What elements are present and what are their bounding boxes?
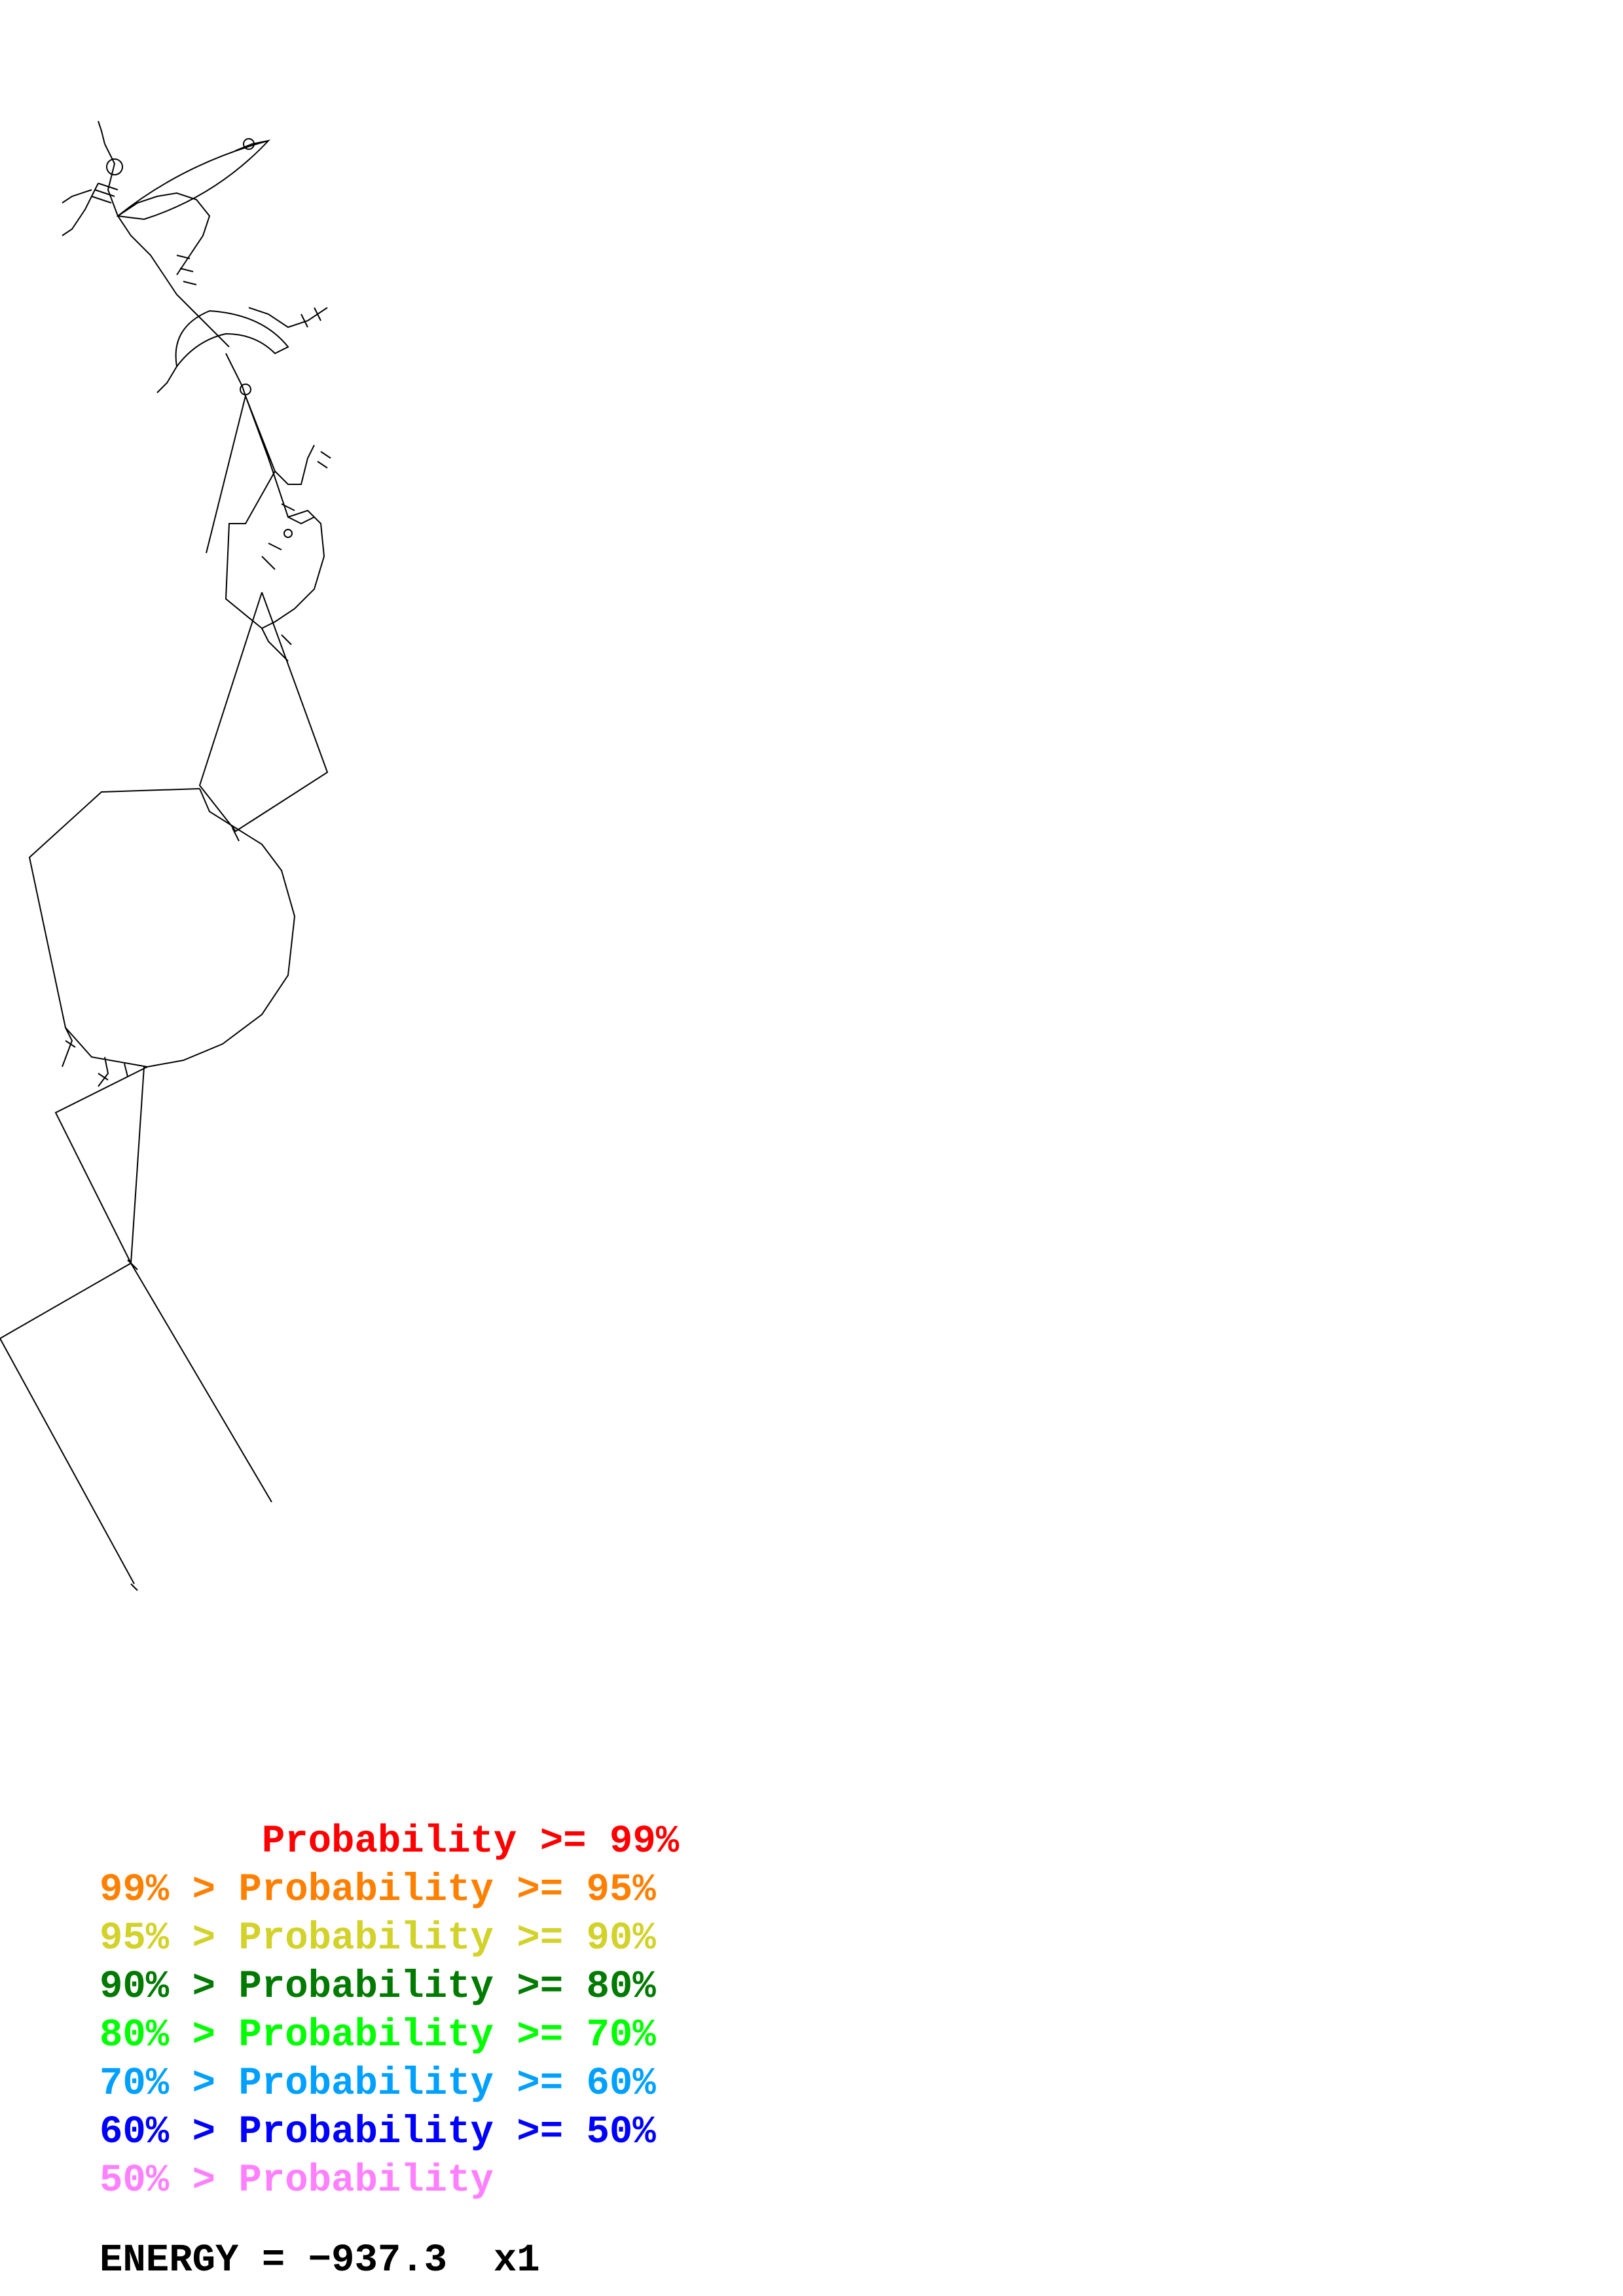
backbone-segment — [206, 393, 325, 630]
backbone-segment — [235, 140, 269, 151]
base-pair — [98, 183, 119, 190]
backbone-loop — [28, 788, 296, 1068]
backbone-loop — [175, 310, 289, 368]
hairpin-loop — [106, 158, 123, 175]
legend-prob-lt-50: 50% > Probability — [100, 2159, 494, 2202]
backbone-segment — [130, 1263, 272, 1503]
backbone-segment — [54, 1066, 148, 1266]
legend-prob-90-95: 95% > Probability >= 90% — [100, 1916, 656, 1960]
base-pair — [176, 255, 191, 259]
hairpin-loops — [106, 138, 293, 538]
backbone-segment — [124, 1063, 128, 1077]
backbone-segment — [156, 366, 177, 393]
backbone-segment — [248, 307, 328, 329]
base-pair — [98, 1073, 109, 1081]
backbone-segment — [117, 192, 211, 276]
base-pair — [314, 307, 321, 321]
base-pair — [91, 196, 112, 204]
legend-prob-50-60: 60% > Probability >= 50% — [100, 2110, 656, 2154]
backbone-segment — [261, 556, 276, 570]
backbone-segment — [274, 444, 315, 485]
base-pair — [130, 1583, 138, 1591]
backbone-segment — [98, 120, 105, 145]
base-pair — [281, 634, 292, 645]
base-pair — [127, 1259, 138, 1270]
backbone-segment — [287, 516, 315, 525]
base-pair — [179, 268, 194, 272]
base-pair — [232, 827, 240, 842]
backbone-segment — [104, 143, 230, 348]
legend-prob-60-70: 70% > Probability >= 60% — [100, 2062, 656, 2106]
backbone-segment — [0, 1263, 135, 1585]
base-pair — [320, 451, 331, 459]
base-pair — [94, 189, 115, 197]
base-pair — [268, 543, 282, 550]
hairpin-loop — [283, 529, 293, 538]
legend-prob-70-80: 80% > Probability >= 70% — [100, 2013, 656, 2057]
legend-prob-80-90: 90% > Probability >= 80% — [100, 1965, 656, 2009]
legend-prob-95-99: 99% > Probability >= 95% — [100, 1868, 656, 1912]
base-pair — [65, 1040, 76, 1048]
backbone-segment — [62, 189, 92, 204]
hairpin-loop — [240, 384, 251, 395]
base-pair — [301, 314, 308, 328]
base-pair — [281, 503, 295, 511]
base-pair — [183, 281, 197, 285]
legend-prob-ge-99: Probability >= 99% — [100, 1820, 680, 1863]
backbone-lines — [0, 120, 329, 1585]
backbone-loop — [116, 139, 271, 221]
backbone-segment — [62, 1027, 73, 1067]
base-pair-ticks — [65, 183, 331, 1591]
hairpin-loop — [243, 138, 255, 150]
base-pair — [317, 461, 328, 469]
backbone-segment — [62, 183, 99, 236]
backbone-segment — [198, 592, 329, 833]
energy-label: ENERGY = −937.3 x1 — [100, 2238, 540, 2282]
backbone-segment — [261, 628, 289, 662]
backbone-segment — [225, 353, 246, 397]
backbone-segment — [98, 1056, 109, 1087]
